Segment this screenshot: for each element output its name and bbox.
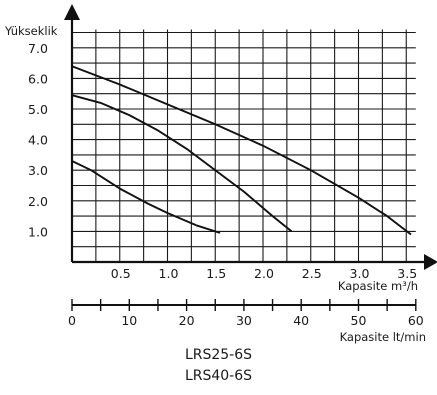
axes [64,4,437,270]
y-tick-label: 3.0 [28,163,48,178]
y-tick-labels: 1.0 2.0 3.0 4.0 5.0 6.0 7.0 [28,41,48,240]
x-tick-labels: 0.5 1.0 1.5 2.0 2.5 3.0 3.5 [111,266,417,281]
model-label-1: LRS25-6S [184,347,253,363]
x-tick-label: 1.0 [159,266,179,281]
secondary-x-tick-label: 10 [121,313,137,328]
x-tick-label: 3.0 [350,266,370,281]
x-tick-label: 3.5 [397,266,417,281]
x-tick-label: 2.0 [254,266,274,281]
x-tick-label: 1.5 [206,266,226,281]
x-axis-arrow [424,254,437,270]
y-tick-label: 5.0 [28,102,48,117]
y-tick-label: 4.0 [28,133,48,148]
y-axis-title: Yükseklik [4,24,58,38]
performance-curve-2 [195,224,221,234]
x-tick-label: 2.5 [302,266,322,281]
x-axis-title: Kapasite m³/h [338,279,418,293]
curves [71,65,412,236]
secondary-x-tick-label: 20 [179,313,195,328]
performance-curve-3 [71,94,293,233]
y-tick-label: 6.0 [28,71,48,86]
secondary-x-tick-label: 60 [408,313,424,328]
y-axis-arrow [64,4,80,20]
grid [72,29,416,262]
secondary-x-tick-label: 0 [68,313,76,328]
performance-curve-1 [71,160,197,227]
y-tick-label: 2.0 [28,194,48,209]
model-label-2: LRS40-6S [184,368,253,384]
x-tick-label: 0.5 [111,266,131,281]
secondary-x-axis: 0 10 20 30 40 50 60 [68,299,424,328]
secondary-x-tick-label: 40 [293,313,309,328]
secondary-x-tick-label: 50 [351,313,367,328]
y-tick-label: 1.0 [28,224,48,239]
secondary-x-tick-label: 30 [236,313,252,328]
secondary-x-axis-title: Kapasite lt/min [340,330,426,344]
y-tick-label: 7.0 [28,41,48,56]
performance-curve-4 [71,65,412,236]
